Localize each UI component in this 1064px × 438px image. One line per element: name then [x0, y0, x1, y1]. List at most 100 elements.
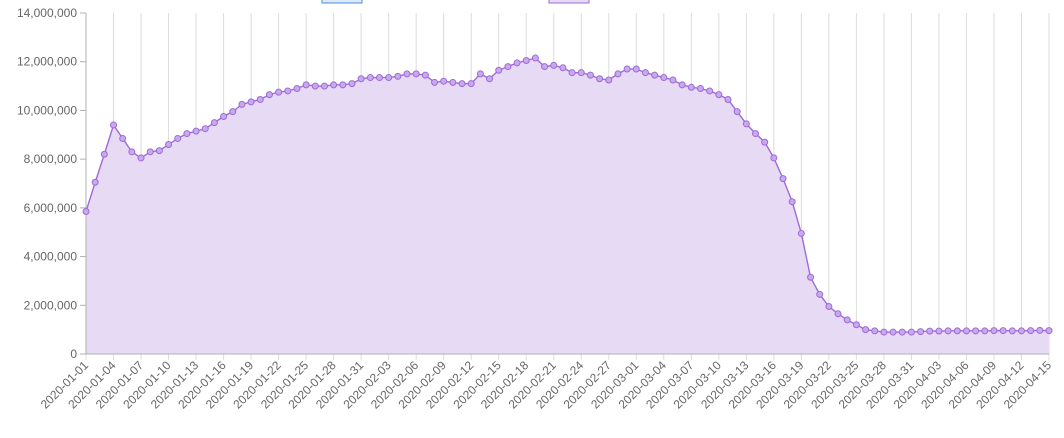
data-point[interactable] — [247, 98, 255, 106]
data-point[interactable] — [733, 108, 741, 116]
data-point[interactable] — [852, 321, 860, 329]
data-point[interactable] — [706, 87, 714, 95]
data-point[interactable] — [586, 71, 594, 79]
data-point[interactable] — [375, 74, 383, 82]
data-point[interactable] — [293, 85, 301, 93]
data-point[interactable] — [320, 82, 328, 90]
data-point[interactable] — [366, 74, 374, 82]
data-point[interactable] — [220, 113, 228, 121]
data-point[interactable] — [944, 327, 952, 335]
data-point[interactable] — [348, 80, 356, 88]
data-point[interactable] — [632, 65, 640, 73]
data-point[interactable] — [687, 83, 695, 91]
data-point[interactable] — [513, 59, 521, 67]
data-point[interactable] — [403, 70, 411, 78]
data-point[interactable] — [999, 327, 1007, 335]
data-point[interactable] — [311, 82, 319, 90]
data-point[interactable] — [926, 327, 934, 335]
data-point[interactable] — [889, 328, 897, 336]
data-point[interactable] — [696, 85, 704, 93]
data-point[interactable] — [651, 71, 659, 79]
data-point[interactable] — [174, 134, 182, 142]
data-point[interactable] — [531, 54, 539, 62]
data-point[interactable] — [256, 95, 264, 103]
data-point[interactable] — [192, 127, 200, 135]
data-point[interactable] — [1036, 326, 1044, 334]
data-point[interactable] — [137, 154, 145, 162]
data-point[interactable] — [862, 326, 870, 334]
data-point[interactable] — [678, 81, 686, 89]
data-point[interactable] — [816, 290, 824, 298]
data-point[interactable] — [467, 80, 475, 88]
data-point[interactable] — [394, 72, 402, 80]
data-point[interactable] — [146, 148, 154, 156]
data-point[interactable] — [229, 108, 237, 116]
data-point[interactable] — [385, 74, 393, 82]
data-point[interactable] — [431, 78, 439, 86]
data-point[interactable] — [770, 154, 778, 162]
data-point[interactable] — [155, 147, 163, 155]
data-point[interactable] — [660, 74, 668, 82]
data-point[interactable] — [201, 125, 209, 133]
data-point[interactable] — [797, 229, 805, 237]
data-point[interactable] — [724, 95, 732, 103]
data-point[interactable] — [110, 121, 118, 129]
data-point[interactable] — [623, 65, 631, 73]
data-point[interactable] — [357, 75, 365, 83]
data-point[interactable] — [1008, 327, 1016, 335]
data-point[interactable] — [568, 69, 576, 77]
data-point[interactable] — [779, 175, 787, 183]
data-point[interactable] — [265, 91, 273, 99]
data-point[interactable] — [1045, 327, 1053, 335]
data-point[interactable] — [128, 148, 136, 156]
data-point[interactable] — [238, 100, 246, 108]
data-point[interactable] — [917, 328, 925, 336]
data-point[interactable] — [495, 66, 503, 74]
data-point[interactable] — [825, 303, 833, 311]
data-point[interactable] — [742, 120, 750, 128]
data-point[interactable] — [449, 78, 457, 86]
data-point[interactable] — [183, 130, 191, 138]
data-point[interactable] — [504, 63, 512, 71]
data-point[interactable] — [898, 328, 906, 336]
data-point[interactable] — [972, 327, 980, 335]
data-point[interactable] — [641, 69, 649, 77]
data-point[interactable] — [935, 327, 943, 335]
data-point[interactable] — [981, 327, 989, 335]
data-point[interactable] — [476, 70, 484, 78]
legend-swatch-series-b[interactable] — [548, 0, 590, 4]
data-point[interactable] — [752, 130, 760, 138]
data-point[interactable] — [788, 198, 796, 206]
data-point[interactable] — [559, 64, 567, 72]
data-point[interactable] — [458, 80, 466, 88]
data-point[interactable] — [210, 119, 218, 127]
data-point[interactable] — [962, 327, 970, 335]
data-point[interactable] — [605, 76, 613, 84]
data-point[interactable] — [91, 178, 99, 186]
data-point[interactable] — [907, 328, 915, 336]
data-point[interactable] — [302, 81, 310, 89]
data-point[interactable] — [275, 88, 283, 96]
data-point[interactable] — [880, 328, 888, 336]
data-point[interactable] — [550, 61, 558, 69]
data-point[interactable] — [119, 134, 127, 142]
data-point[interactable] — [1027, 327, 1035, 335]
data-point[interactable] — [421, 71, 429, 79]
data-point[interactable] — [871, 327, 879, 335]
legend-swatch-series-a[interactable] — [321, 0, 363, 4]
data-point[interactable] — [990, 327, 998, 335]
data-point[interactable] — [577, 69, 585, 77]
data-point[interactable] — [953, 327, 961, 335]
data-point[interactable] — [541, 63, 549, 71]
data-point[interactable] — [834, 310, 842, 318]
data-point[interactable] — [669, 76, 677, 84]
data-point[interactable] — [522, 56, 530, 64]
data-point[interactable] — [614, 70, 622, 78]
data-point[interactable] — [100, 150, 108, 158]
data-point[interactable] — [761, 138, 769, 146]
data-point[interactable] — [843, 316, 851, 324]
data-point[interactable] — [596, 75, 604, 83]
data-point[interactable] — [440, 77, 448, 85]
data-point[interactable] — [82, 208, 90, 216]
data-point[interactable] — [339, 81, 347, 89]
